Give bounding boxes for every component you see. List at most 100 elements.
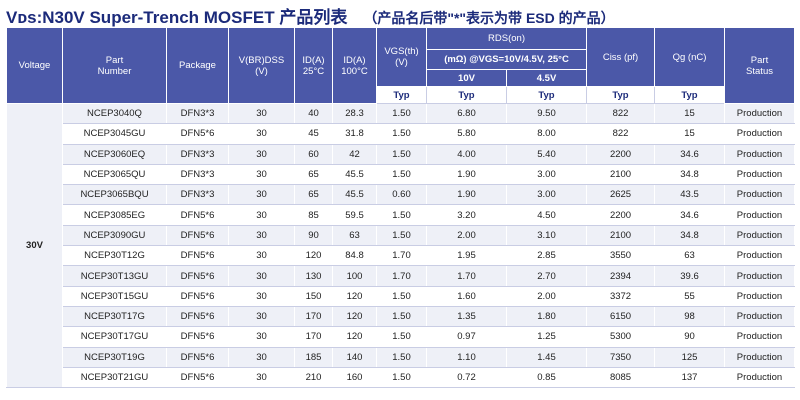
cell-part: NCEP30T19G [62,346,167,368]
cell-package: DFN3*3 [166,102,229,125]
cell-status: Production [724,346,796,368]
cell-ciss: 2625 [586,184,656,206]
cell-status: Production [724,285,796,307]
cell-vgs: 1.50 [376,366,427,389]
cell-r10: 5.80 [426,123,507,145]
cell-vgs: 1.50 [376,305,427,328]
typ-label-qg: Typ [654,86,726,104]
cell-r45: 1.25 [505,326,588,348]
cell-vbr: 30 [228,224,295,247]
cell-id100: 120 [332,285,377,307]
cell-r45: 4.50 [505,204,588,226]
typ-label-ciss: Typ [586,86,656,104]
cell-status: Production [724,305,796,328]
cell-qg: 125 [654,346,726,368]
cell-part: NCEP3065BQU [62,184,167,206]
cell-r45: 9.50 [505,102,588,125]
col-header-status: Part Status [724,27,796,104]
cell-status: Production [724,204,796,226]
table-row: NCEP30T15GU DFN5*6 30 150 120 1.50 1.60 2.00 337… [7,285,796,307]
cell-r45: 5.40 [505,143,588,165]
col-header-vbr: V(BR)DSS (V) [228,27,295,104]
cell-vbr: 30 [228,265,295,287]
cell-id100: 140 [332,346,377,368]
cell-status: Production [724,102,796,125]
cell-r10: 1.60 [426,285,507,307]
cell-id100: 84.8 [332,245,377,267]
cell-status: Production [724,265,796,287]
table-row: NCEP3090GU DFN5*6 30 90 63 1.50 2.00 3.10 2100 34… [7,224,796,247]
cell-r10: 2.00 [426,224,507,247]
table-row: NCEP30T17G DFN5*6 30 170 120 1.50 1.35 1.80 6150… [7,305,796,328]
cell-part: NCEP30T15GU [62,285,167,307]
cell-qg: 34.6 [654,204,726,226]
cell-vgs: 1.70 [376,265,427,287]
typ-label-vgs: Typ [376,86,427,104]
cell-package: DFN5*6 [166,346,229,368]
cell-status: Production [724,326,796,348]
cell-vbr: 30 [228,346,295,368]
cell-id25: 170 [294,305,333,328]
col-header-qg: Qg (nC) [654,27,726,87]
esd-note: （产品名后带"*"表示为带 ESD 的产品） [363,10,615,26]
table-row: NCEP3045GU DFN5*6 30 45 31.8 1.50 5.80 8.00 822 1… [7,123,796,145]
typ-label-rds-45v: Typ [505,86,588,104]
cell-r45: 1.80 [505,305,588,328]
cell-vbr: 30 [228,366,295,389]
cell-part: NCEP30T21GU [62,366,167,389]
cell-package: DFN5*6 [166,265,229,287]
cell-id100: 28.3 [332,102,377,125]
cell-ciss: 3372 [586,285,656,307]
cell-vbr: 30 [228,143,295,165]
cell-ciss: 2200 [586,143,656,165]
col-header-rds: RDS(on) [425,27,588,50]
cell-qg: 34.8 [654,163,726,186]
cell-vgs: 1.50 [376,326,427,348]
cell-ciss: 7350 [586,346,656,368]
cell-package: DFN3*3 [166,163,229,186]
cell-vgs: 1.50 [376,102,427,125]
cell-r10: 1.90 [426,184,507,206]
col-header-vgs: VGS(th) (V) [376,27,427,87]
cell-r10: 3.20 [426,204,507,226]
cell-id25: 170 [294,326,333,348]
cell-status: Production [724,366,796,389]
cell-vgs: 1.50 [376,346,427,368]
cell-id100: 120 [332,326,377,348]
col-header-package: Package [166,27,229,104]
cell-r45: 0.85 [505,366,588,389]
cell-package: DFN5*6 [166,366,229,389]
cell-vbr: 30 [228,184,295,206]
table-row: NCEP30T21GU DFN5*6 30 210 160 1.50 0.72 0.85 808… [7,366,796,389]
table-row: NCEP3085EG DFN5*6 30 85 59.5 1.50 3.20 4.50 2200… [7,204,796,226]
cell-package: DFN5*6 [166,326,229,348]
cell-r45: 3.00 [505,163,588,186]
cell-vgs: 1.50 [376,204,427,226]
cell-vgs: 1.50 [376,123,427,145]
mosfet-product-table: Voltage Part Number Package V(BR)DSS (V)… [6,27,796,389]
cell-vgs: 1.50 [376,143,427,165]
cell-id100: 160 [332,366,377,389]
page-title: Vᴅs:N30V Super-Trench MOSFET 产品列表 [6,8,348,27]
col-header-id25: ID(A) 25°C [294,27,333,104]
cell-qg: 15 [654,123,726,145]
cell-r45: 8.00 [505,123,588,145]
cell-r10: 6.80 [426,102,507,125]
cell-r10: 0.72 [426,366,507,389]
cell-id25: 150 [294,285,333,307]
cell-id100: 42 [332,143,377,165]
cell-id25: 45 [294,123,333,145]
cell-part: NCEP3045GU [62,123,167,145]
cell-qg: 34.8 [654,224,726,247]
cell-status: Production [724,224,796,247]
col-header-part-number: Part Number [62,27,167,104]
page-title-bar: Vᴅs:N30V Super-Trench MOSFET 产品列表 （产品名后带… [0,0,800,27]
cell-r10: 4.00 [426,143,507,165]
table-row: NCEP3065BQU DFN3*3 30 65 45.5 0.60 1.90 3.00 262… [7,184,796,206]
cell-ciss: 3550 [586,245,656,267]
cell-r45: 2.70 [505,265,588,287]
cell-package: DFN5*6 [166,123,229,145]
cell-package: DFN5*6 [166,305,229,328]
cell-part: NCEP30T17GU [62,326,167,348]
cell-qg: 39.6 [654,265,726,287]
